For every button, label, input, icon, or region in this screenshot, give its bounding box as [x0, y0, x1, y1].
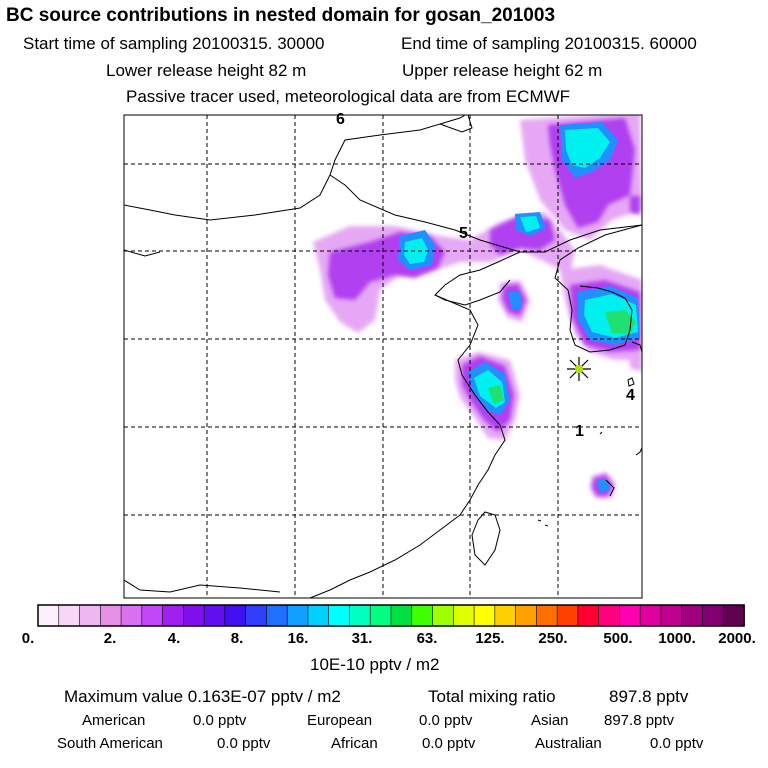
colorbar-tick: 31. — [351, 630, 373, 647]
colorbar-frame — [37, 604, 745, 627]
colorbar — [37, 604, 745, 627]
tracer-note: Passive tracer used, meteorological data… — [126, 87, 571, 106]
colorbar-tick: 125. — [475, 630, 505, 647]
colorbar-cell — [577, 604, 600, 627]
region-name: Australian — [535, 735, 602, 752]
colorbar-cell — [203, 604, 226, 627]
colorbar-cell — [494, 604, 517, 627]
colorbar-cell — [452, 604, 475, 627]
total-mixing-label: Total mixing ratio — [428, 687, 556, 706]
grid-lines — [124, 115, 642, 598]
colorbar-tick: 2. — [103, 630, 117, 647]
colorbar-tick: 1000. — [658, 630, 696, 647]
end-time-label: End time of sampling 20100315. 60000 — [401, 34, 697, 53]
receptor-star-icon — [567, 357, 591, 381]
colorbar-cell — [390, 604, 413, 627]
colorbar-cell — [183, 604, 205, 627]
upper-release-label: Upper release height 62 m — [402, 61, 603, 80]
colorbar-cell — [120, 604, 143, 627]
region-value: 0.0 pptv — [419, 712, 473, 729]
colorbar-tick: 8. — [230, 630, 244, 647]
map-frame — [123, 114, 643, 599]
region-name: Asian — [531, 712, 569, 729]
colorbar-cell — [245, 604, 268, 627]
region-value: 0.0 pptv — [422, 735, 476, 752]
colorbar-cell — [224, 604, 247, 627]
lower-release-label: Lower release height 82 m — [106, 61, 307, 80]
concentration-field — [313, 115, 642, 498]
colorbar-cell — [369, 604, 392, 627]
colorbar-cell — [660, 604, 683, 627]
colorbar-cell — [79, 604, 102, 627]
region-value: 0.0 pptv — [650, 735, 704, 752]
region-name: South American — [57, 735, 163, 752]
colorbar-tick: 2000. — [718, 630, 756, 647]
region-value: 897.8 pptv — [604, 712, 675, 729]
start-time-label: Start time of sampling 20100315. 30000 — [23, 34, 325, 53]
colorbar-cell — [37, 604, 60, 627]
region-label-4: 4 — [626, 387, 635, 404]
colorbar-cell — [266, 604, 288, 627]
colorbar-cell — [286, 604, 309, 627]
colorbar-cell — [141, 604, 164, 627]
colorbar-cell — [619, 604, 641, 627]
colorbar-cell — [515, 604, 538, 627]
region-label-5: 5 — [459, 225, 468, 242]
colorbar-cell — [99, 604, 122, 627]
coastlines — [124, 115, 642, 598]
colorbar-cell — [639, 604, 662, 627]
region-name: European — [307, 712, 373, 729]
colorbar-tick: 16. — [287, 630, 309, 647]
colorbar-tick: 250. — [538, 630, 568, 647]
colorbar-cell — [58, 604, 81, 627]
colorbar-cell — [598, 604, 621, 627]
colorbar-tick: 0. — [21, 630, 35, 647]
colorbar-unit: 10E-10 pptv / m2 — [310, 655, 440, 674]
colorbar-tick: 500. — [603, 630, 633, 647]
region-value: 0.0 pptv — [193, 712, 247, 729]
colorbar-cell — [722, 604, 745, 627]
region-label-1: 1 — [575, 423, 584, 440]
region-label-6: 6 — [336, 111, 345, 128]
colorbar-cell — [328, 604, 351, 627]
colorbar-cell — [536, 604, 558, 627]
colorbar-cell — [411, 604, 434, 627]
region-value: 0.0 pptv — [217, 735, 271, 752]
colorbar-cell — [473, 604, 496, 627]
colorbar-tick: 63. — [416, 630, 438, 647]
colorbar-tick: 4. — [167, 630, 181, 647]
colorbar-cell — [702, 604, 725, 627]
page-title: BC source contributions in nested domain… — [6, 5, 556, 26]
region-name: African — [331, 735, 378, 752]
colorbar-cell — [556, 604, 579, 627]
colorbar-cell — [307, 604, 330, 627]
total-mixing-value: 897.8 pptv — [609, 687, 689, 706]
region-name: American — [82, 712, 146, 729]
colorbar-cell — [432, 604, 455, 627]
colorbar-cell — [349, 604, 372, 627]
max-value-label: Maximum value 0.163E-07 pptv / m2 — [64, 687, 341, 706]
colorbar-cell — [162, 604, 185, 627]
colorbar-cell — [681, 604, 704, 627]
